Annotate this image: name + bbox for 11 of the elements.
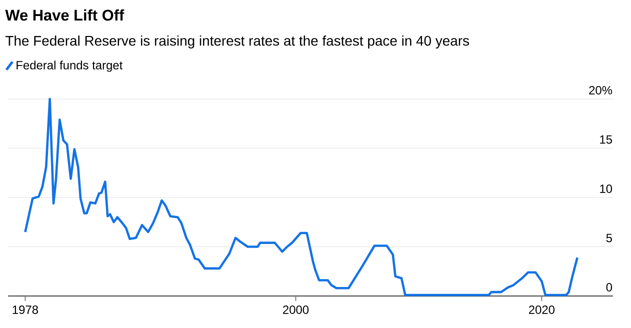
chart-subtitle: The Federal Reserve is raising interest rates at the fastest pace in 40 years xyxy=(6,35,470,48)
x-tick-label: 2000 xyxy=(283,306,309,314)
y-tick-label: 10 xyxy=(600,184,612,193)
x-tick-label: 2020 xyxy=(528,306,555,314)
y-tick-label: 5 xyxy=(606,234,612,242)
y-tick-label: 0 xyxy=(606,283,612,292)
chart-title: We Have Lift Off xyxy=(5,9,124,21)
y-tick-label: 20% xyxy=(589,86,612,94)
y-tick-label: 15 xyxy=(600,135,612,144)
x-tick-label: 1978 xyxy=(12,306,38,314)
legend-label: Federal funds target xyxy=(16,60,123,72)
